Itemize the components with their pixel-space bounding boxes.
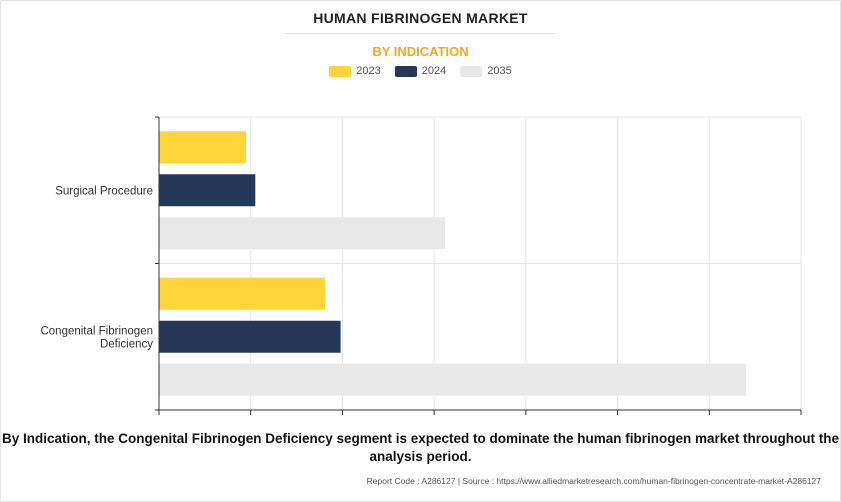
title-divider xyxy=(285,33,555,34)
bar-2023-surgical-procedure xyxy=(159,131,247,164)
bar-2035-surgical-procedure xyxy=(159,217,446,250)
bar-2035-congenital-fibrinogen-deficiency xyxy=(159,363,746,396)
legend-item-2023[interactable]: 2023 xyxy=(329,65,381,77)
summary-text: By Indication, the Congenital Fibrinogen… xyxy=(1,431,840,464)
legend-label-2023: 2023 xyxy=(356,65,381,77)
bar-2024-surgical-procedure xyxy=(159,174,256,207)
chart-subtitle: BY INDICATION xyxy=(372,44,469,59)
legend-swatch-2035 xyxy=(460,65,483,77)
legend-swatch-2024 xyxy=(394,65,417,77)
source-text: Report Code : A286127 | Source : https:/… xyxy=(366,476,821,486)
bar-chart: Surgical Procedure Congenital Fibrinogen D… xyxy=(40,116,802,415)
legend-label-2035: 2035 xyxy=(487,65,512,77)
legend-swatch-2023 xyxy=(329,65,352,77)
category-label: Surgical Procedure xyxy=(55,185,153,197)
bar-2023-congenital-fibrinogen-deficiency xyxy=(159,277,326,310)
legend-label-2024: 2024 xyxy=(421,65,447,77)
category-label: Congenital Fibrinogen Deficiency xyxy=(40,325,153,350)
chart-title: HUMAN FIBRINOGEN MARKET xyxy=(313,10,528,26)
legend: 2023 2024 2035 xyxy=(0,65,841,77)
legend-item-2024[interactable]: 2024 xyxy=(394,65,447,77)
legend-item-2035[interactable]: 2035 xyxy=(460,65,512,77)
bar-2024-congenital-fibrinogen-deficiency xyxy=(159,320,341,353)
